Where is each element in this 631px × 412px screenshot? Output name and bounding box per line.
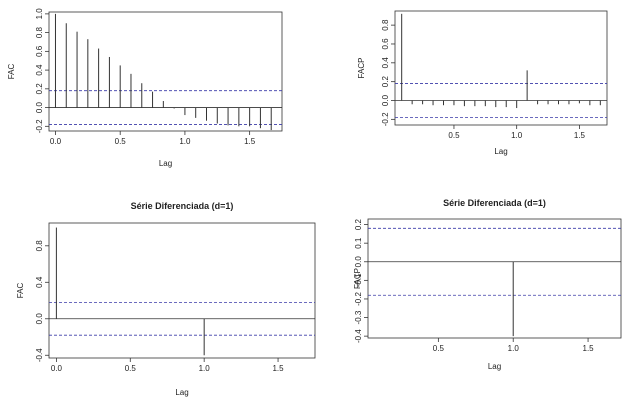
- y-tick-label: 0.6: [35, 45, 44, 57]
- y-tick-label: 0.8: [35, 240, 44, 252]
- y-tick-label: 0.0: [354, 256, 363, 268]
- y-tick-label: 0.8: [35, 27, 44, 39]
- y-tick-label: 0.0: [381, 94, 390, 106]
- y-axis-title: FAC: [7, 64, 16, 80]
- y-tick-label: 0.8: [381, 19, 390, 31]
- chart-title: Série Diferenciada (d=1): [131, 201, 234, 211]
- x-tick-label: 1.0: [199, 364, 211, 373]
- x-tick-label: 1.0: [508, 344, 520, 353]
- plot-frame: [394, 10, 608, 126]
- y-tick-label: 0.0: [35, 101, 44, 113]
- y-tick-label: 0.2: [354, 218, 363, 230]
- y-tick-label: 0.4: [35, 276, 44, 288]
- plot-frame: [48, 11, 283, 132]
- x-tick-label: 1.5: [244, 137, 256, 146]
- y-tick-label: 0.6: [381, 38, 390, 50]
- y-tick-label: -0.3: [354, 310, 363, 324]
- acf-panel-3: 0.0 0.5 1.0 1.5 -0.4 0.0 0.4 0.8 Lag FAC Série Dif…: [16, 201, 316, 397]
- x-tick-label: 0.5: [125, 364, 137, 373]
- x-tick-label: 1.0: [511, 131, 523, 140]
- y-axis-title: FAC: [16, 283, 25, 299]
- y-tick-label: -0.4: [35, 348, 44, 362]
- x-axis-title: Lag: [488, 362, 501, 371]
- y-tick-label: -0.2: [381, 112, 390, 126]
- plot-frame: [48, 222, 316, 359]
- y-tick-label: 0.4: [35, 64, 44, 76]
- y-axis-title: FACP: [357, 58, 366, 79]
- plot-frame: [367, 218, 622, 339]
- y-tick-label: 0.4: [381, 57, 390, 69]
- y-tick-label: 1.0: [35, 8, 44, 20]
- y-tick-label: 0.1: [354, 237, 363, 249]
- x-tick-label: 1.5: [583, 344, 595, 353]
- chart-title: Série Diferenciada (d=1): [443, 198, 546, 208]
- y-tick-label: 0.2: [381, 76, 390, 88]
- y-tick-label: 0.2: [35, 83, 44, 95]
- x-axis-title: Lag: [494, 147, 507, 156]
- acf-panel-2: 0.5 1.0 1.5 -0.2 0.0 0.2 0.4 0.6 0.8 Lag FACP: [357, 10, 608, 156]
- y-tick-label: -0.1: [354, 273, 363, 287]
- acf-panel-1: 0.0 0.5 1.0 1.5 -0.2 0.0 0.2 0.4 0.6 0.8 1.0 Lag FAC: [7, 8, 283, 168]
- y-tick-label: 0.0: [35, 313, 44, 325]
- y-tick-label: -0.4: [354, 329, 363, 343]
- x-tick-label: 1.0: [179, 137, 191, 146]
- y-tick-label: -0.2: [35, 119, 44, 133]
- x-axis-title: Lag: [159, 159, 172, 168]
- x-tick-label: 0.5: [433, 344, 445, 353]
- x-tick-label: 1.5: [272, 364, 284, 373]
- x-tick-label: 0.5: [448, 131, 460, 140]
- y-tick-label: -0.2: [354, 292, 363, 306]
- x-tick-label: 0.0: [50, 137, 62, 146]
- y-axis-title: FACP: [353, 268, 362, 289]
- x-tick-label: 0.0: [51, 364, 63, 373]
- x-axis-title: Lag: [175, 388, 188, 397]
- x-tick-label: 1.5: [574, 131, 586, 140]
- acf-panel-4: 0.5 1.0 1.5 -0.4 -0.3 -0.2 -0.1 0.0 0.1 0.2 Lag FAC…: [353, 198, 622, 371]
- x-tick-label: 0.5: [115, 137, 127, 146]
